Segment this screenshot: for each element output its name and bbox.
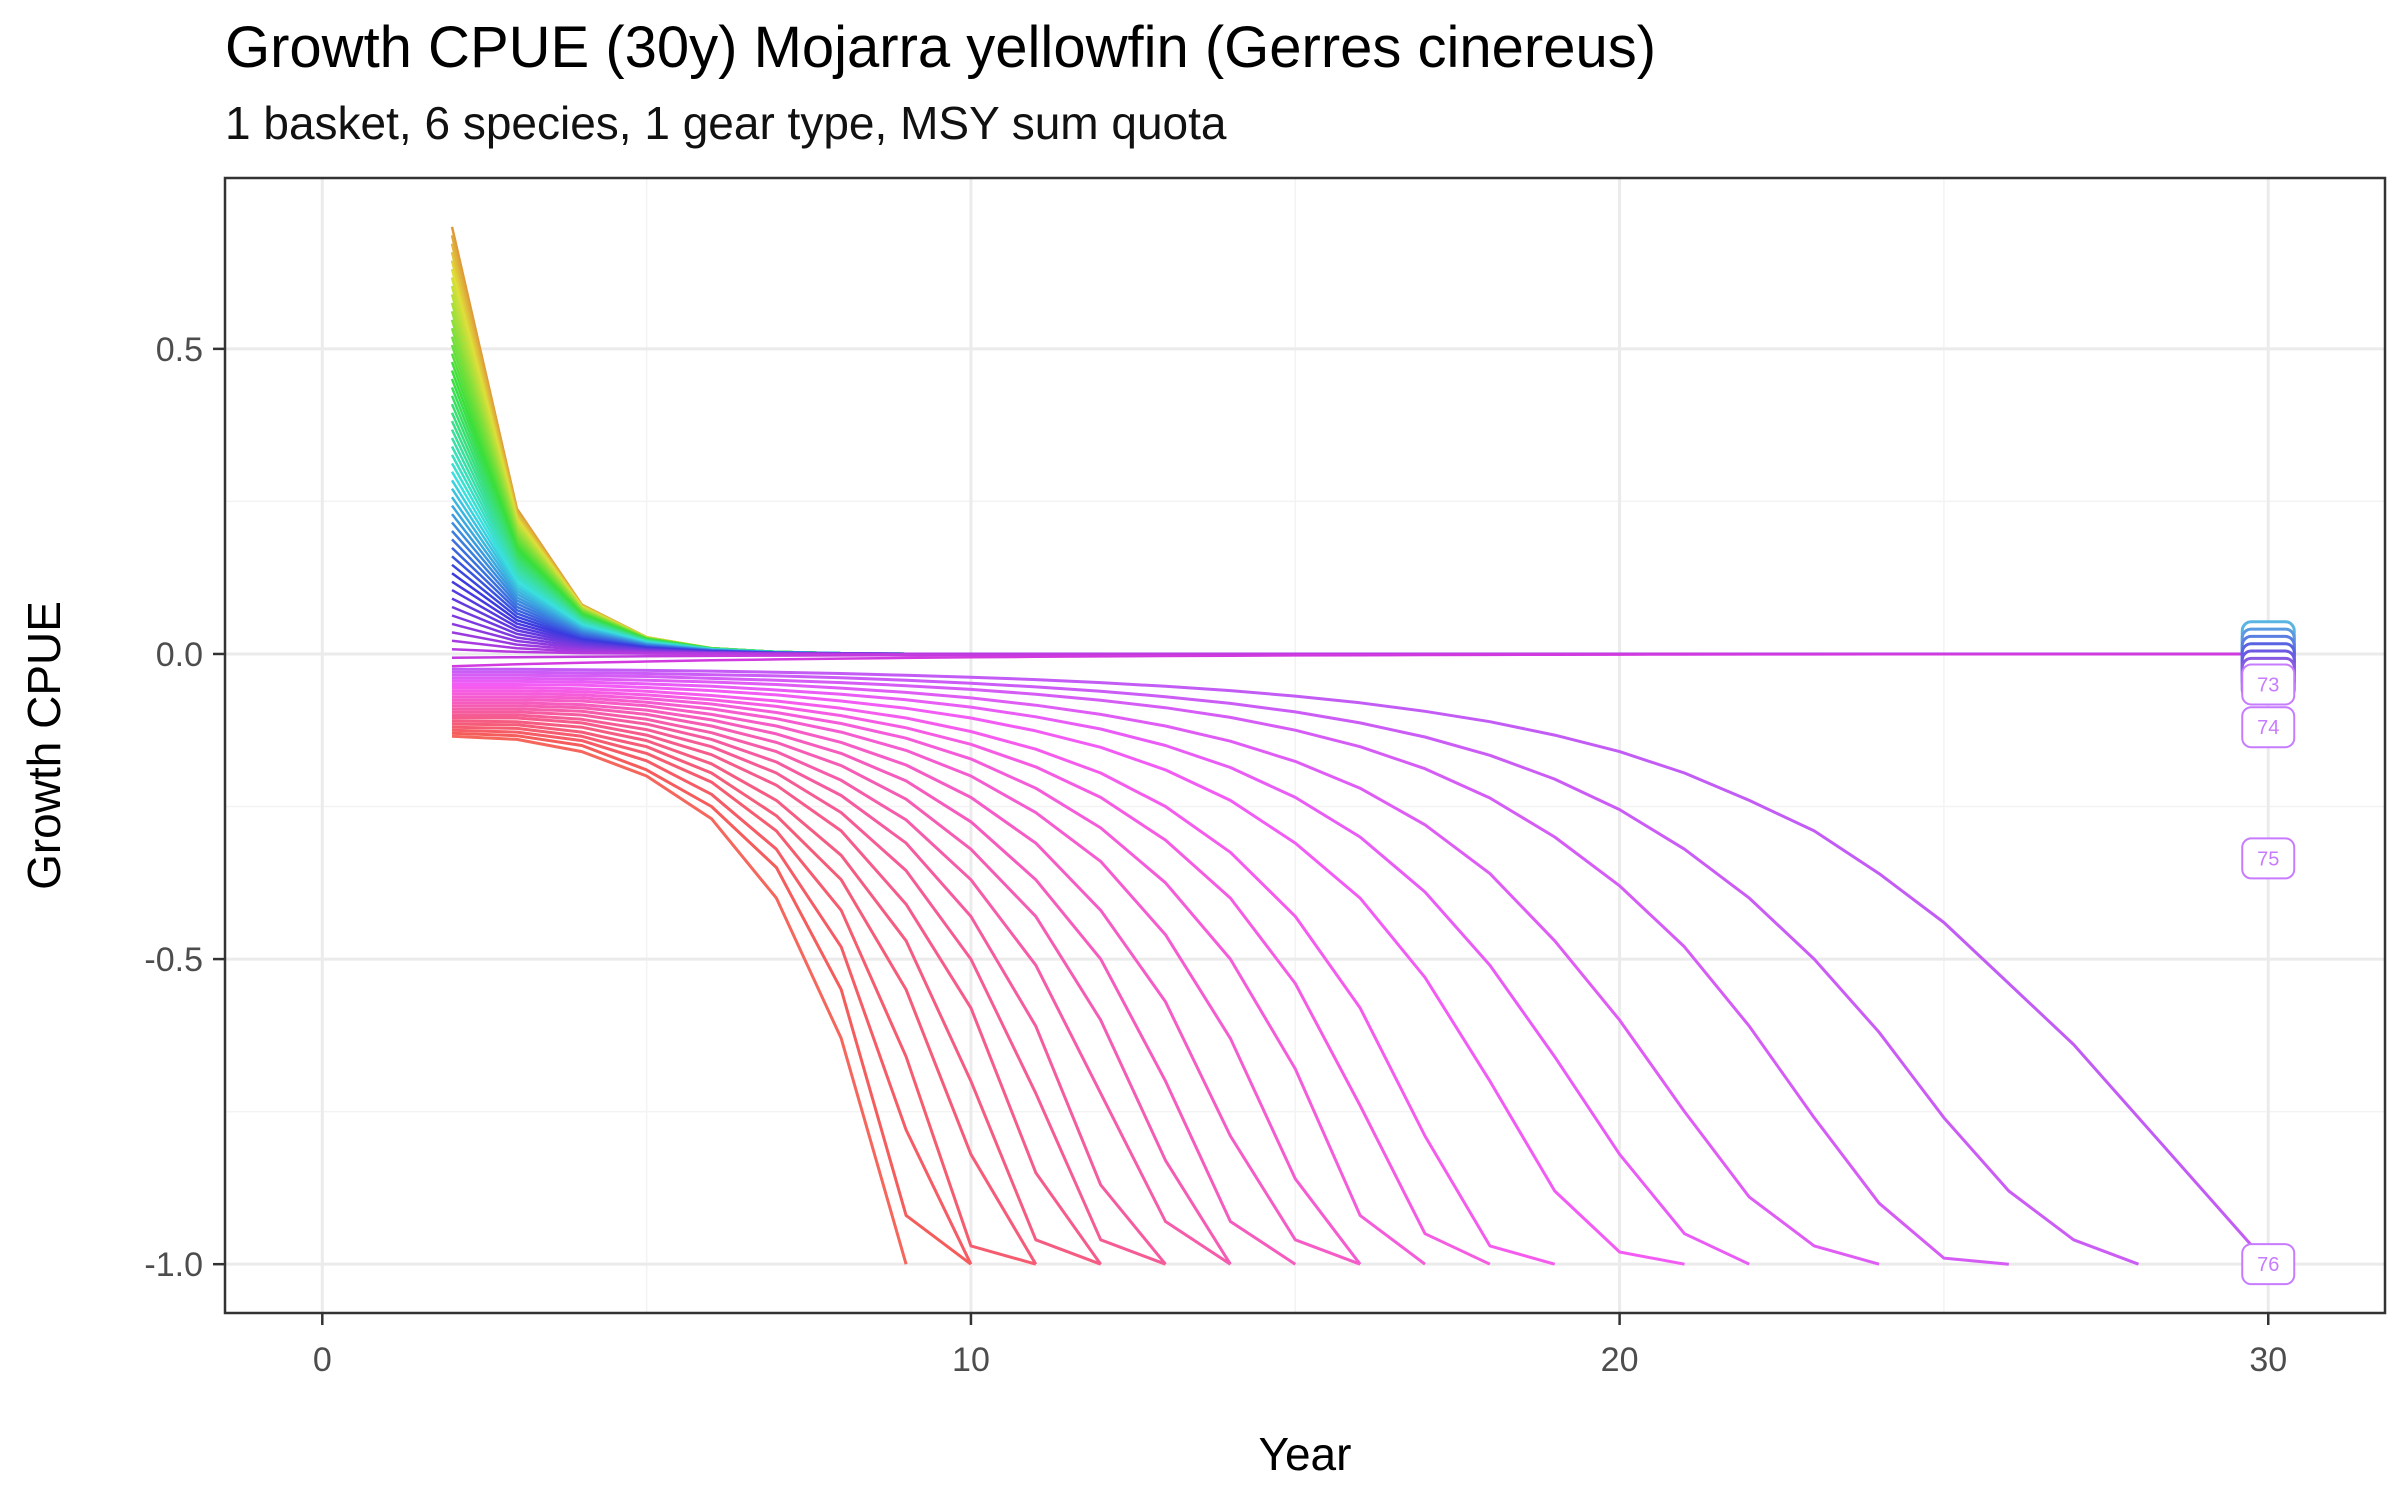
end-label-75: 75 <box>2257 848 2279 870</box>
fan-series-line <box>450 420 2269 656</box>
fan-series-line <box>451 538 2269 656</box>
chart-title: Growth CPUE (30y) Mojarra yellowfin (Ger… <box>225 15 1657 80</box>
fan-series-line <box>450 344 2269 656</box>
series-line-8 <box>452 713 1167 1266</box>
fan-series-line <box>450 429 2269 656</box>
series-line-13 <box>452 698 1361 1266</box>
fan-series-line <box>450 445 2269 656</box>
fan-series-line <box>450 403 2269 656</box>
fan-series-line <box>450 226 2269 656</box>
series-line-2 <box>451 731 972 1266</box>
end-label-box-75 <box>2241 837 2296 880</box>
series-line-19 <box>452 679 1750 1266</box>
fan-series-line <box>451 589 2269 656</box>
fan-series-line <box>450 310 2269 656</box>
fan-series-line <box>450 277 2269 656</box>
fan-series-line <box>451 652 2269 668</box>
fan-series-line <box>450 488 2269 656</box>
axes: 0 10 20 30 -1.0 -0.5 0.0 0.5 <box>144 331 2287 1379</box>
fan-series-line <box>450 370 2269 656</box>
y-tick-label: -1.0 <box>144 1246 203 1284</box>
fan-series-line <box>450 285 2269 656</box>
x-tick-label: 10 <box>952 1341 990 1379</box>
end-label-73: 73 <box>2257 674 2279 696</box>
series-line-21 <box>452 673 2009 1266</box>
fan-series-line <box>450 471 2269 656</box>
series-line-6 <box>451 719 1102 1266</box>
fan-series-line <box>450 327 2269 656</box>
end-label-74: 74 <box>2257 717 2279 739</box>
x-axis-title: Year <box>1259 1428 1352 1480</box>
fan-series-line <box>450 336 2269 656</box>
fan-series-line <box>450 378 2269 656</box>
fan-series-line <box>450 319 2269 656</box>
fan-series-line <box>450 268 2269 656</box>
series-lines <box>450 226 2270 1266</box>
y-tick-label: -0.5 <box>144 941 203 979</box>
x-tick-label: 30 <box>2249 1341 2287 1379</box>
series-line-1 <box>451 734 908 1265</box>
fan-series-line <box>451 572 2269 656</box>
fan-series-line <box>450 235 2269 656</box>
fan-series-line <box>451 605 2269 656</box>
end-label-box-76 <box>2241 1243 2296 1286</box>
series-line-15 <box>452 692 1426 1266</box>
series-line-9 <box>452 710 1167 1266</box>
end-label-76: 76 <box>2257 1254 2279 1276</box>
series-line-17 <box>452 686 1556 1266</box>
fan-series-line <box>450 437 2269 656</box>
fan-series-line <box>450 251 2269 656</box>
panel-border <box>223 176 2387 1315</box>
series-line-7 <box>452 716 1102 1266</box>
fan-series-line <box>450 462 2269 656</box>
fan-series-line <box>450 260 2269 656</box>
fan-series-line <box>451 580 2269 656</box>
fan-series-line <box>450 504 2269 656</box>
end-labels: 73 74 75 76 <box>2240 620 2296 1286</box>
series-line-5 <box>451 722 1038 1265</box>
end-label-box-74 <box>2241 706 2296 749</box>
y-tick-label: 0.0 <box>156 636 203 674</box>
series-line-14 <box>452 695 1362 1266</box>
y-axis-title: Growth CPUE <box>18 601 70 890</box>
fan-series-line <box>450 353 2269 656</box>
series-line-3 <box>451 728 973 1265</box>
fan-series-line <box>451 563 2269 656</box>
series-line-18 <box>452 683 1685 1266</box>
series-line-11 <box>452 704 1232 1265</box>
fan-series-line <box>450 479 2269 656</box>
fan-series-line <box>451 555 2269 656</box>
fan-series-line <box>450 395 2269 656</box>
fan-series-line <box>451 521 2269 656</box>
fan-series-line <box>450 361 2269 656</box>
series-line-20 <box>452 676 1880 1266</box>
fan-series-line <box>450 496 2269 656</box>
fan-series-line <box>450 302 2269 656</box>
fan-series-line <box>450 412 2269 656</box>
series-line-4 <box>451 725 1037 1266</box>
fan-series-line <box>450 454 2269 656</box>
fan-series-line <box>451 597 2269 656</box>
end-label-box-73 <box>2241 663 2296 706</box>
fan-series-line <box>451 513 2269 656</box>
x-tick-label: 20 <box>1601 1341 1639 1379</box>
fan-series-line <box>450 243 2269 656</box>
series-line-76 <box>452 667 2270 1266</box>
x-tick-label: 0 <box>313 1341 332 1379</box>
series-line-22 <box>452 670 2140 1266</box>
series-line-16 <box>452 689 1491 1266</box>
chart-subtitle: 1 basket, 6 species, 1 gear type, MSY su… <box>225 97 1227 149</box>
fan-series-line <box>450 386 2269 656</box>
fan-series-line <box>451 546 2269 656</box>
series-line-10 <box>452 707 1232 1266</box>
y-tick-label: 0.5 <box>156 331 203 369</box>
series-line-12 <box>452 701 1297 1266</box>
fan-series-line <box>451 530 2269 656</box>
